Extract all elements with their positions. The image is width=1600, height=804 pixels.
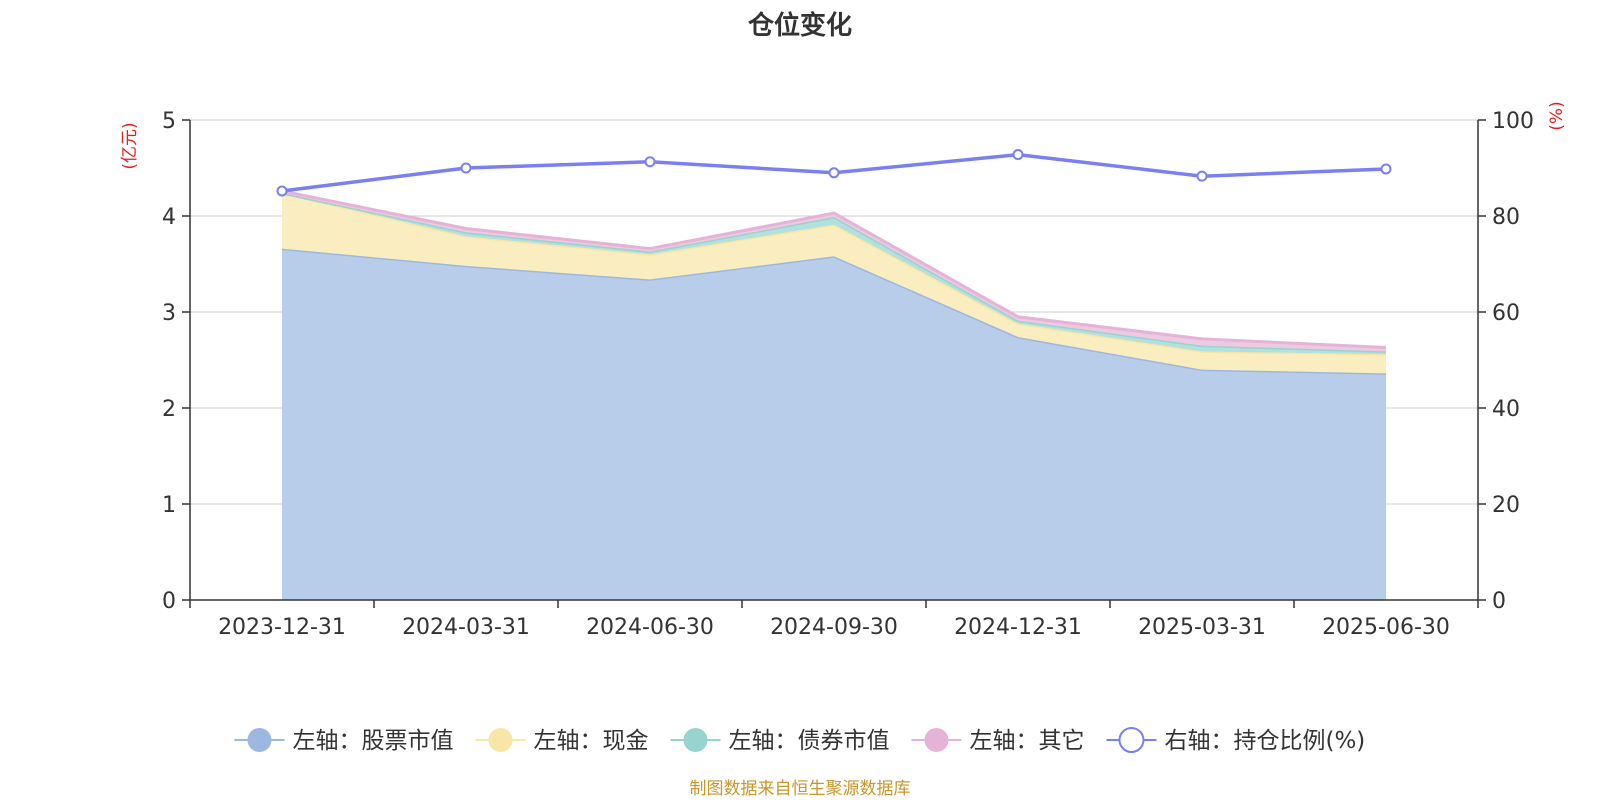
x-axis-tick-label: 2024-09-30 — [770, 615, 898, 640]
legend-label: 左轴：债券市值 — [728, 728, 889, 754]
right-axis-tick-label: 40 — [1492, 397, 1520, 422]
legend-marker-icon — [683, 728, 708, 752]
legend-label: 右轴：持仓比例(%) — [1164, 728, 1365, 754]
x-axis-tick-label: 2023-12-31 — [218, 615, 346, 640]
right-axis-tick-label: 0 — [1492, 589, 1506, 614]
left-axis-tick-label: 3 — [162, 301, 176, 326]
left-axis-tick-label: 5 — [162, 109, 176, 134]
ratio-point — [1380, 163, 1392, 175]
ratio-point — [276, 185, 288, 197]
left-axis-tick-label: 0 — [162, 589, 176, 614]
axes: 0 1 2 3 4 5 0 20 40 60 80 100 2023-12-31 2024-03-31 20… — [162, 109, 1534, 640]
ratio-line-layer — [276, 149, 1392, 197]
right-axis-unit: (%) — [1547, 101, 1567, 130]
legend-label: 左轴：其它 — [969, 728, 1084, 754]
legend-label: 左轴：现金 — [533, 728, 648, 754]
x-axis-tick-label: 2024-12-31 — [954, 615, 1082, 640]
left-axis-tick-label: 2 — [162, 397, 176, 422]
left-axis-unit: (亿元) — [120, 122, 140, 169]
ratio-point — [828, 167, 840, 179]
x-axis-tick-label: 2025-06-30 — [1322, 615, 1450, 640]
ratio-point — [460, 162, 472, 174]
legend-item: 左轴：现金 — [475, 728, 648, 754]
x-axis-tick-label: 2024-06-30 — [586, 615, 714, 640]
ratio-point — [1196, 170, 1208, 182]
area-fill-0 — [282, 248, 1386, 600]
right-axis-tick-label: 60 — [1492, 301, 1520, 326]
area-line-3 — [281, 189, 1387, 349]
legend-label: 左轴：股票市值 — [292, 728, 453, 754]
left-axis-tick-label: 4 — [162, 205, 176, 230]
left-axis-tick-label: 1 — [162, 493, 176, 518]
right-axis-tick-label: 20 — [1492, 493, 1520, 518]
legend-item: 左轴：其它 — [911, 728, 1084, 754]
chart-title: 仓位变化 — [747, 10, 852, 41]
ratio-point — [644, 156, 656, 168]
x-axis-tick-label: 2024-03-31 — [402, 615, 530, 640]
x-axis-tick-label: 2025-03-31 — [1138, 615, 1266, 640]
right-axis-tick-label: 80 — [1492, 205, 1520, 230]
area-fill-1 — [282, 193, 1386, 374]
legend-marker-icon — [488, 728, 513, 752]
legend: 左轴：股票市值 左轴：现金 左轴：债券市值 左轴：其它 右轴：持仓比例(%) — [234, 727, 1365, 754]
legend-item: 右轴：持仓比例(%) — [1106, 727, 1365, 754]
stacked-areas — [281, 189, 1387, 600]
right-axis-tick-label: 100 — [1492, 109, 1534, 134]
legend-item: 左轴：股票市值 — [234, 728, 453, 754]
source-note: 制图数据来自恒生聚源数据库 — [690, 779, 911, 799]
ratio-point — [1012, 149, 1024, 161]
legend-item: 左轴：债券市值 — [670, 728, 889, 754]
legend-marker-icon — [247, 728, 272, 752]
legend-marker-icon — [924, 728, 949, 752]
legend-marker-icon — [1118, 727, 1145, 753]
